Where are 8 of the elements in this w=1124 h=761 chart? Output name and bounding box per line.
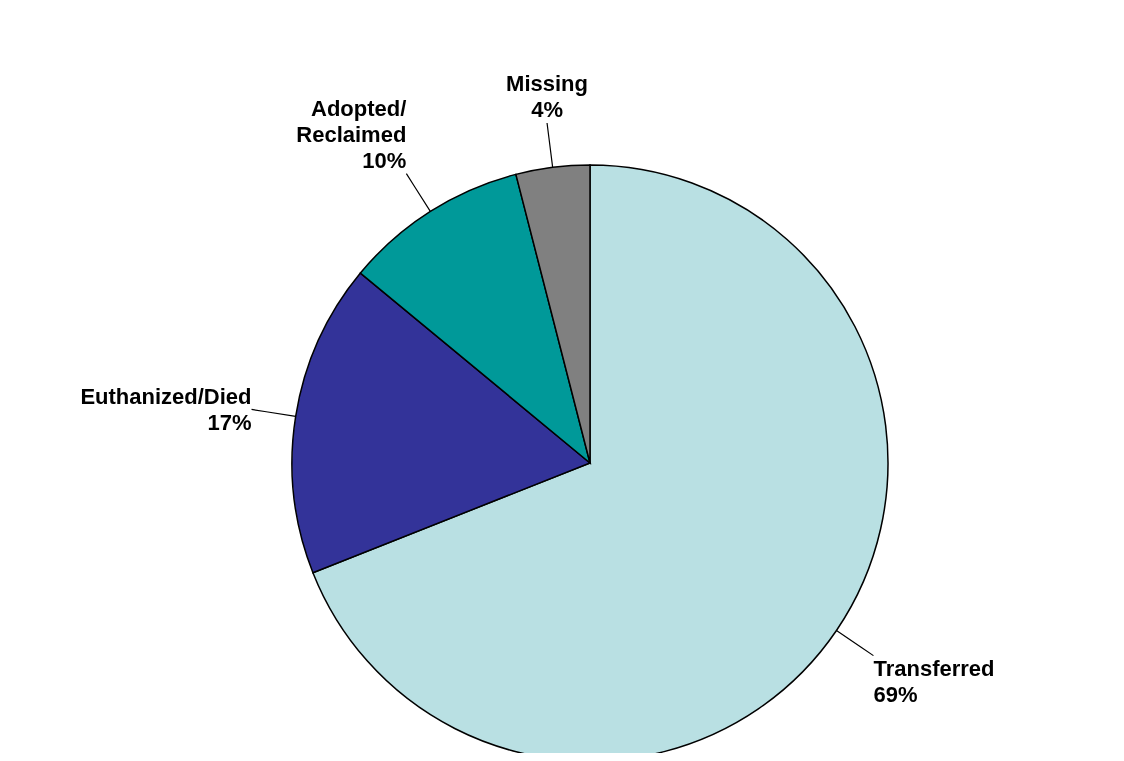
slice-label: Missing: [506, 71, 588, 96]
data-label: 4%: [531, 97, 563, 122]
slice-label: Euthanized/Died: [80, 384, 252, 410]
slice-label: Transferred: [873, 655, 995, 681]
slice-label: Adopted/ Reclaimed: [296, 95, 407, 147]
data-label: 17%: [207, 410, 252, 436]
data-label: 69%: [873, 681, 918, 707]
data-label: 10%: [362, 147, 407, 173]
